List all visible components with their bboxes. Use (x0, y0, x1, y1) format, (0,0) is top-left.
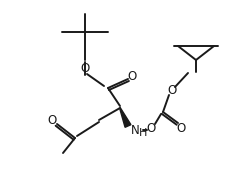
Text: O: O (176, 122, 186, 134)
Text: N: N (131, 124, 140, 136)
Text: O: O (167, 84, 177, 96)
Text: O: O (146, 122, 156, 134)
Polygon shape (120, 108, 131, 127)
Text: H: H (139, 128, 147, 138)
Text: O: O (127, 70, 137, 82)
Text: O: O (80, 62, 90, 74)
Text: O: O (47, 114, 57, 126)
